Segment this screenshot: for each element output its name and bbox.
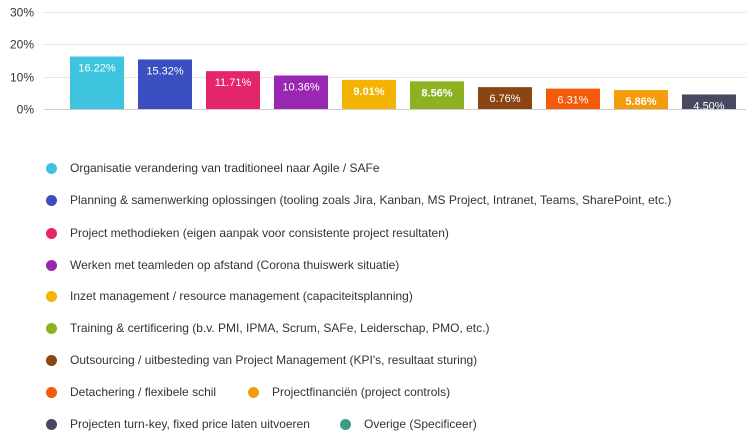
- legend-label: Werken met teamleden op afstand (Corona …: [70, 258, 400, 272]
- bar: [546, 88, 600, 109]
- chart-plot: 0% 10% 20% 30% 16.22% 15.32% 11.71% 10.36% 9.01%…: [10, 6, 746, 117]
- bar-value-label: 9.01%: [353, 86, 384, 98]
- legend-dot-icon: [46, 386, 57, 398]
- legend-item[interactable]: Projecten turn-key, fixed price laten ui…: [46, 417, 310, 431]
- bar-value-label: 16.22%: [78, 63, 116, 75]
- legend-label: Detachering / flexibele schil: [70, 385, 217, 399]
- legend-label: Project methodieken (eigen aanpak voor c…: [70, 226, 449, 240]
- legend-dot-icon: [46, 290, 57, 302]
- y-tick-label: 30%: [10, 6, 34, 20]
- legend-dot-icon: [340, 418, 351, 430]
- bar-value-label: 6.31%: [557, 95, 588, 107]
- y-tick-label: 10%: [10, 71, 34, 85]
- legend-label: Projectfinanciën (project controls): [272, 385, 451, 399]
- legend-item[interactable]: Project methodieken (eigen aanpak voor c…: [46, 226, 449, 240]
- bar-value-label: 4.50%: [693, 100, 724, 112]
- legend-item[interactable]: Training & certificering (b.v. PMI, IPMA…: [46, 321, 489, 335]
- bar: [342, 79, 396, 109]
- legend-dot-icon: [46, 322, 57, 334]
- legend-dot-icon: [46, 418, 57, 430]
- legend-label: Overige (Specificeer): [364, 417, 477, 431]
- legend-label: Planning & samenwerking oplossingen (too…: [70, 193, 672, 207]
- legend-item[interactable]: Detachering / flexibele schil: [46, 385, 216, 399]
- legend-item[interactable]: Organisatie verandering van traditioneel…: [46, 161, 380, 175]
- legend-label: Organisatie verandering van traditioneel…: [70, 161, 380, 175]
- legend-item[interactable]: Werken met teamleden op afstand (Corona …: [46, 258, 399, 272]
- bar-value-label: 10.36%: [282, 82, 320, 94]
- bar: [478, 87, 532, 109]
- legend-item[interactable]: Outsourcing / uitbesteding van Project M…: [46, 353, 477, 367]
- bar-value-label: 8.56%: [421, 87, 452, 99]
- bar: [410, 81, 464, 109]
- legend-label: Training & certificering (b.v. PMI, IPMA…: [70, 321, 490, 335]
- bar-value-label: 11.71%: [215, 77, 252, 89]
- bar-chart: 0% 10% 20% 30% 16.22% 15.32% 11.71% 10.36% 9.01%…: [0, 0, 746, 120]
- legend-label: Projecten turn-key, fixed price laten ui…: [70, 417, 310, 431]
- legend-item[interactable]: Planning & samenwerking oplossingen (too…: [46, 193, 671, 207]
- bar-value-label: 6.76%: [489, 93, 520, 105]
- legend-dot-icon: [46, 194, 57, 206]
- legend-dot-icon: [46, 259, 57, 271]
- bar-value-label: 15.32%: [146, 65, 184, 77]
- bar: [614, 90, 668, 109]
- bar: [274, 75, 328, 109]
- legend-dot-icon: [46, 227, 57, 239]
- bar: [682, 94, 736, 109]
- legend-label: Inzet management / resource management (…: [70, 289, 413, 303]
- y-tick-label: 0%: [17, 103, 35, 117]
- legend-dot-icon: [46, 162, 57, 174]
- legend-label: Outsourcing / uitbesteding van Project M…: [70, 353, 478, 367]
- legend-item[interactable]: Projectfinanciën (project controls): [248, 385, 450, 399]
- bar-value-label: 5.86%: [625, 96, 656, 108]
- legend-item[interactable]: Overige (Specificeer): [340, 417, 477, 431]
- legend-dot-icon: [248, 386, 259, 398]
- y-tick-label: 20%: [10, 38, 34, 52]
- bar: [138, 59, 192, 109]
- legend-item[interactable]: Inzet management / resource management (…: [46, 289, 413, 303]
- legend-dot-icon: [46, 354, 57, 366]
- bar: [70, 56, 124, 109]
- bar: [206, 71, 260, 109]
